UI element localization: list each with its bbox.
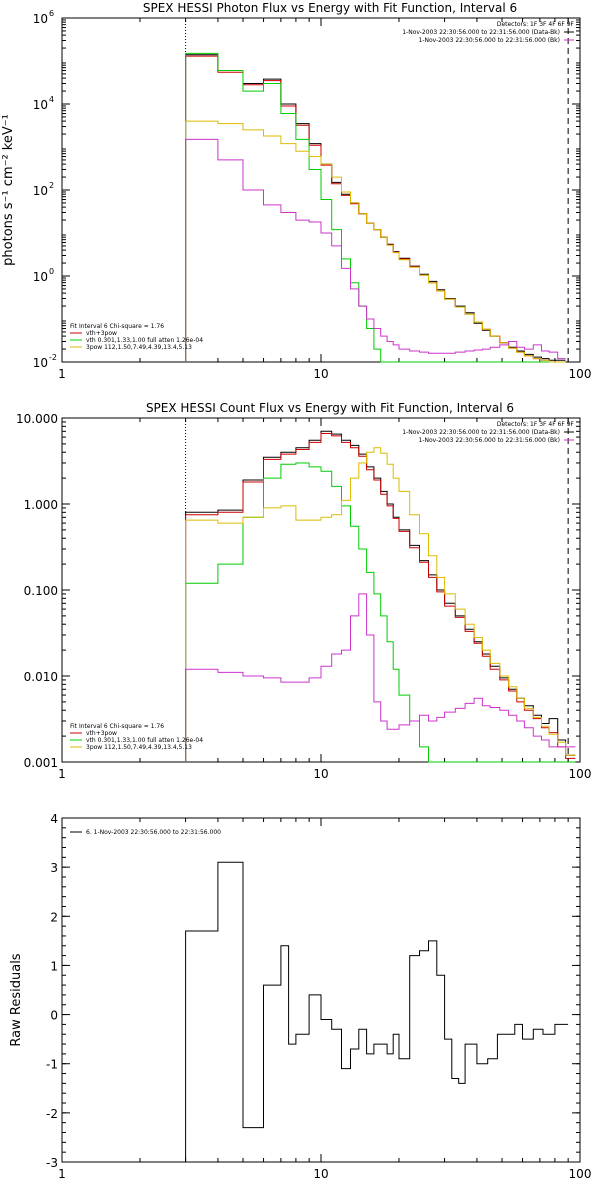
series-vth-line bbox=[185, 462, 576, 763]
x-tick-label: 1 bbox=[58, 367, 66, 381]
y-tick-label: 4 bbox=[50, 812, 58, 826]
series-3pow-line bbox=[185, 447, 576, 762]
legend-right-entry: 1-Nov-2003 22:30:56.000 to 22:31:56.000 … bbox=[402, 429, 560, 436]
y-tick-label: 0.100 bbox=[24, 584, 58, 598]
series-6-line bbox=[185, 861, 569, 1162]
residuals-panel: Raw Residuals 1 10 100 -3 -2 -1 0 1 2 3 4 6. 1-Nov-… bbox=[9, 812, 591, 1181]
series-3pow-line bbox=[185, 120, 566, 363]
count-flux-panel: SPEX HESSI Count Flux vs Energy with Fit… bbox=[16, 401, 591, 781]
y-tick-exponent: 6 bbox=[49, 9, 54, 18]
series-vth-3pow-line bbox=[185, 55, 566, 363]
x-tick-label: 10 bbox=[313, 1167, 328, 1181]
legend-left-entry: vth+3pow bbox=[86, 330, 117, 337]
detectors-label: Detectors: 1F 3F 4F 6F 9F bbox=[497, 21, 575, 28]
photon-flux-title: SPEX HESSI Photon Flux vs Energy with Fi… bbox=[143, 1, 517, 15]
y-tick-label: 0 bbox=[50, 1009, 58, 1023]
y-tick-exponent: 0 bbox=[49, 267, 54, 276]
y-tick-exponent: 2 bbox=[49, 181, 54, 190]
y-tick-label: 3 bbox=[50, 861, 58, 875]
x-tick-label: 100 bbox=[569, 767, 592, 781]
legend-left-entry: Fit Interval 6 Chi-square = 1.76 bbox=[70, 723, 164, 730]
plot-frame bbox=[61, 817, 581, 1163]
y-tick-exponent: 4 bbox=[49, 95, 54, 104]
y-tick-label: 0.010 bbox=[24, 670, 58, 684]
series-bk-line bbox=[185, 593, 576, 762]
y-tick-label: 10 bbox=[33, 270, 48, 284]
y-tick-label: 10 bbox=[33, 184, 48, 198]
y-tick-label: 10 bbox=[33, 12, 48, 26]
x-tick-label: 1 bbox=[58, 767, 66, 781]
x-tick-label: 100 bbox=[569, 1167, 592, 1181]
series-vth-line bbox=[185, 52, 566, 363]
legend-right-entry: 1-Nov-2003 22:30:56.000 to 22:31:56.000 … bbox=[418, 37, 560, 44]
x-tick-label: 10 bbox=[313, 767, 328, 781]
legend-left-entry: vth 0.301,1.33,1.00 full atten 1.26e-04 bbox=[86, 337, 203, 344]
x-tick-label: 100 bbox=[569, 367, 592, 381]
count-flux-title: SPEX HESSI Count Flux vs Energy with Fit… bbox=[146, 401, 514, 415]
y-tick-label: -1 bbox=[46, 1058, 58, 1072]
legend-left-entry: vth+3pow bbox=[86, 730, 117, 737]
y-tick-label: -2 bbox=[46, 1107, 58, 1121]
y-tick-label: 1.000 bbox=[24, 498, 58, 512]
legend-left-entry: vth 0.301,1.33,1.00 full atten 1.26e-04 bbox=[86, 737, 203, 744]
detectors-label: Detectors: 1F 3F 4F 6F 9F bbox=[497, 421, 575, 428]
legend-left-entry: 3pow 112,1.50,7.49,4.39,13.4,5.13 bbox=[86, 344, 192, 351]
legend-left-entry: 6. 1-Nov-2003 22:30:56.000 to 22:31:56.0… bbox=[86, 829, 221, 836]
y-tick-label: -3 bbox=[46, 1156, 58, 1170]
x-tick-label: 10 bbox=[313, 367, 328, 381]
series-data-bk-line bbox=[185, 54, 566, 362]
series-bk-line bbox=[185, 138, 566, 362]
residuals-ylabel: Raw Residuals bbox=[9, 953, 24, 1046]
legend-left-entry: Fit Interval 6 Chi-square = 1.76 bbox=[70, 323, 164, 330]
y-tick-label: 1 bbox=[50, 959, 58, 973]
y-tick-label: 10.000 bbox=[16, 412, 58, 426]
photon-flux-panel: SPEX HESSI Photon Flux vs Energy with Fi… bbox=[1, 1, 591, 381]
legend-right-entry: 1-Nov-2003 22:30:56.000 to 22:31:56.000 … bbox=[402, 29, 560, 36]
y-tick-exponent: -2 bbox=[49, 353, 57, 362]
photon-flux-ylabel: photons s⁻¹ cm⁻² keV⁻¹ bbox=[1, 114, 16, 266]
legend-left-entry: 3pow 112,1.50,7.49,4.39,13.4,5.13 bbox=[86, 744, 192, 751]
y-tick-label: 0.001 bbox=[24, 756, 58, 770]
y-tick-label: 10 bbox=[33, 98, 48, 112]
legend-right-entry: 1-Nov-2003 22:30:56.000 to 22:31:56.000 … bbox=[418, 437, 560, 444]
y-tick-label: 10 bbox=[33, 356, 48, 370]
y-tick-label: 2 bbox=[50, 910, 58, 924]
series-vth-3pow-line bbox=[185, 433, 576, 762]
x-tick-label: 1 bbox=[58, 1167, 66, 1181]
